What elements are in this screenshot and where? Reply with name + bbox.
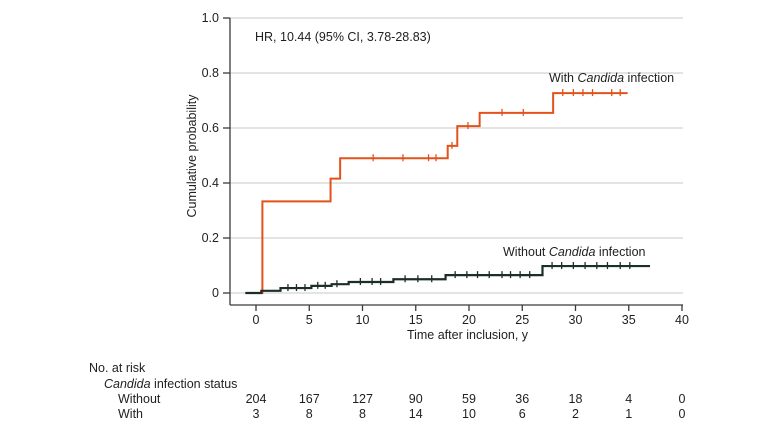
curve-label-with-italic: Candida <box>577 71 625 85</box>
x-tick-label: 35 <box>622 313 636 327</box>
risk-value: 0 <box>678 392 686 406</box>
risk-table-heading: No. at risk <box>89 361 146 375</box>
risk-value: 1 <box>625 407 633 421</box>
x-tick-label: 0 <box>253 313 260 327</box>
risk-value: 6 <box>518 407 526 421</box>
curve-label-without-suffix: infection <box>595 245 646 259</box>
curve-label-without-candida: Without Candida infection <box>503 245 645 259</box>
x-tick-label: 40 <box>675 313 689 327</box>
x-tick-label: 5 <box>306 313 313 327</box>
km-chart-plot-area: 0 0.2 0.4 0.6 0.8 1.0 0 5 10 15 20 25 30 35 40 Time aft… <box>185 11 689 342</box>
risk-value: 59 <box>462 392 476 406</box>
risk-table-subheading: Candida infection status <box>104 377 237 391</box>
risk-value: 14 <box>408 407 423 421</box>
hazard-ratio-annotation: HR, 10.44 (95% CI, 3.78-28.83) <box>255 30 431 44</box>
curve-label-with-suffix: infection <box>624 71 675 85</box>
risk-value: 127 <box>352 392 373 406</box>
risk-table-subheading-rest: infection status <box>150 376 238 391</box>
risk-value: 4 <box>625 392 633 406</box>
risk-value: 18 <box>568 392 583 406</box>
curve-label-without-italic: Candida <box>548 245 596 259</box>
risk-value: 204 <box>245 392 267 406</box>
y-tick-label: 0 <box>212 286 219 300</box>
risk-value: 0 <box>678 407 686 421</box>
risk-value: 2 <box>572 407 579 421</box>
y-tick-label: 0.2 <box>202 231 219 245</box>
risk-value: 167 <box>298 392 320 406</box>
y-axis-title: Cumulative probability <box>185 94 199 218</box>
y-tick-label: 0.8 <box>202 66 219 80</box>
risk-value: 8 <box>305 407 313 421</box>
risk-value: 90 <box>408 392 423 406</box>
x-tick-label: 25 <box>515 313 529 327</box>
y-tick-label: 1.0 <box>202 11 219 25</box>
risk-table-subheading-italic: Candida <box>104 376 151 391</box>
risk-row-label-with: With <box>118 407 143 421</box>
y-tick-label: 0.6 <box>202 121 219 135</box>
curve-label-without-prefix: Without <box>503 245 549 259</box>
curve-label-with-prefix: With <box>549 71 578 85</box>
risk-value: 3 <box>252 407 260 421</box>
x-tick-label: 15 <box>409 313 423 327</box>
x-tick-label: 10 <box>356 313 370 327</box>
y-tick-label: 0.4 <box>202 176 219 190</box>
risk-value: 10 <box>462 407 476 421</box>
risk-value: 8 <box>359 407 366 421</box>
risk-value: 36 <box>515 392 530 406</box>
risk-row-label-without: Without <box>118 392 161 406</box>
x-tick-label: 30 <box>569 313 583 327</box>
x-axis-title: Time after inclusion, y <box>407 328 529 342</box>
x-tick-label: 20 <box>462 313 476 327</box>
curve-label-with-candida: With Candida infection <box>549 71 674 85</box>
km-curve-without-candida <box>245 264 651 295</box>
km-curve-with-candida <box>245 92 628 294</box>
